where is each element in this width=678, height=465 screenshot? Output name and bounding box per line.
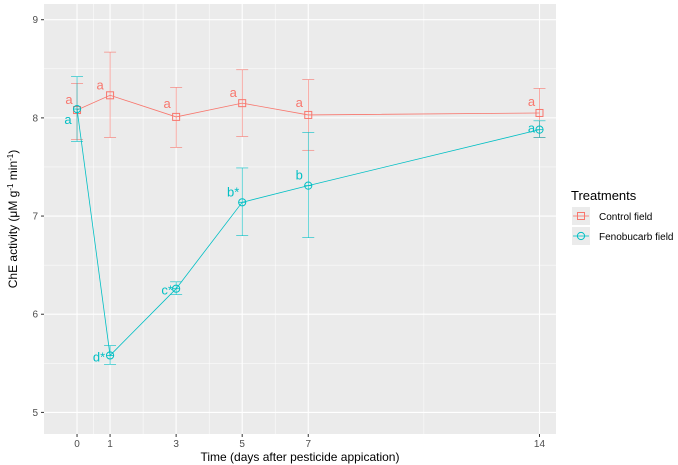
data-point-square (304, 110, 313, 119)
legend-label-fenobucarb: Fenobucarb field (599, 232, 674, 243)
significance-label: b (296, 168, 303, 183)
y-tick-label: 5 (32, 408, 38, 419)
significance-label: a (164, 96, 172, 111)
x-axis-title: Time (days after pesticide appication) (201, 450, 400, 464)
gridlines (44, 4, 556, 434)
axes: 5 6 7 8 9 0 1 3 5 7 14 (32, 15, 545, 450)
significance-label: a (230, 85, 238, 100)
legend-label-control: Control field (599, 212, 652, 223)
y-axis-title-part: ) (6, 150, 20, 154)
y-tick-label: 6 (32, 310, 38, 321)
y-axis-title-superscript: -1 (6, 183, 15, 191)
plot-panel (44, 4, 556, 434)
legend-item-control: Control field (572, 207, 652, 225)
significance-label: d* (93, 349, 105, 364)
significance-label: b* (227, 184, 239, 199)
x-tick-label: 7 (305, 439, 311, 450)
legend-title: Treatments (571, 188, 637, 203)
y-axis-title: ChE activity (μM g-1 min-1) (6, 150, 21, 289)
significance-label: a (528, 121, 536, 136)
series-line (76, 108, 540, 357)
significance-label: a (528, 94, 536, 109)
series-line (76, 94, 540, 118)
x-tick-label: 14 (534, 439, 546, 450)
x-tick-label: 5 (239, 439, 245, 450)
significance-label: a (296, 95, 304, 110)
significance-label: a (65, 92, 73, 107)
y-tick-label: 8 (32, 113, 38, 124)
data-point-square (238, 99, 247, 108)
data-point-square (172, 112, 181, 121)
y-tick-label: 9 (32, 15, 38, 26)
legend-circle-marker (576, 231, 586, 241)
y-axis-title-part: min (6, 161, 20, 184)
significance-label: c* (161, 283, 173, 298)
legend: Treatments Control field Fenobucarb fiel… (571, 188, 674, 245)
significance-label: a (96, 77, 104, 92)
y-tick-label: 7 (32, 212, 38, 223)
legend-item-fenobucarb: Fenobucarb field (572, 227, 674, 245)
data-point-square (106, 91, 115, 100)
x-tick-label: 3 (173, 439, 179, 450)
significance-label: a (64, 112, 72, 127)
legend-square-marker (577, 212, 585, 220)
x-tick-label: 0 (74, 439, 80, 450)
y-axis-title-superscript: -1 (6, 153, 15, 161)
y-axis-title-part: ChE activity (μM g (6, 191, 20, 289)
data-point-square (535, 108, 544, 117)
x-tick-label: 1 (107, 439, 113, 450)
